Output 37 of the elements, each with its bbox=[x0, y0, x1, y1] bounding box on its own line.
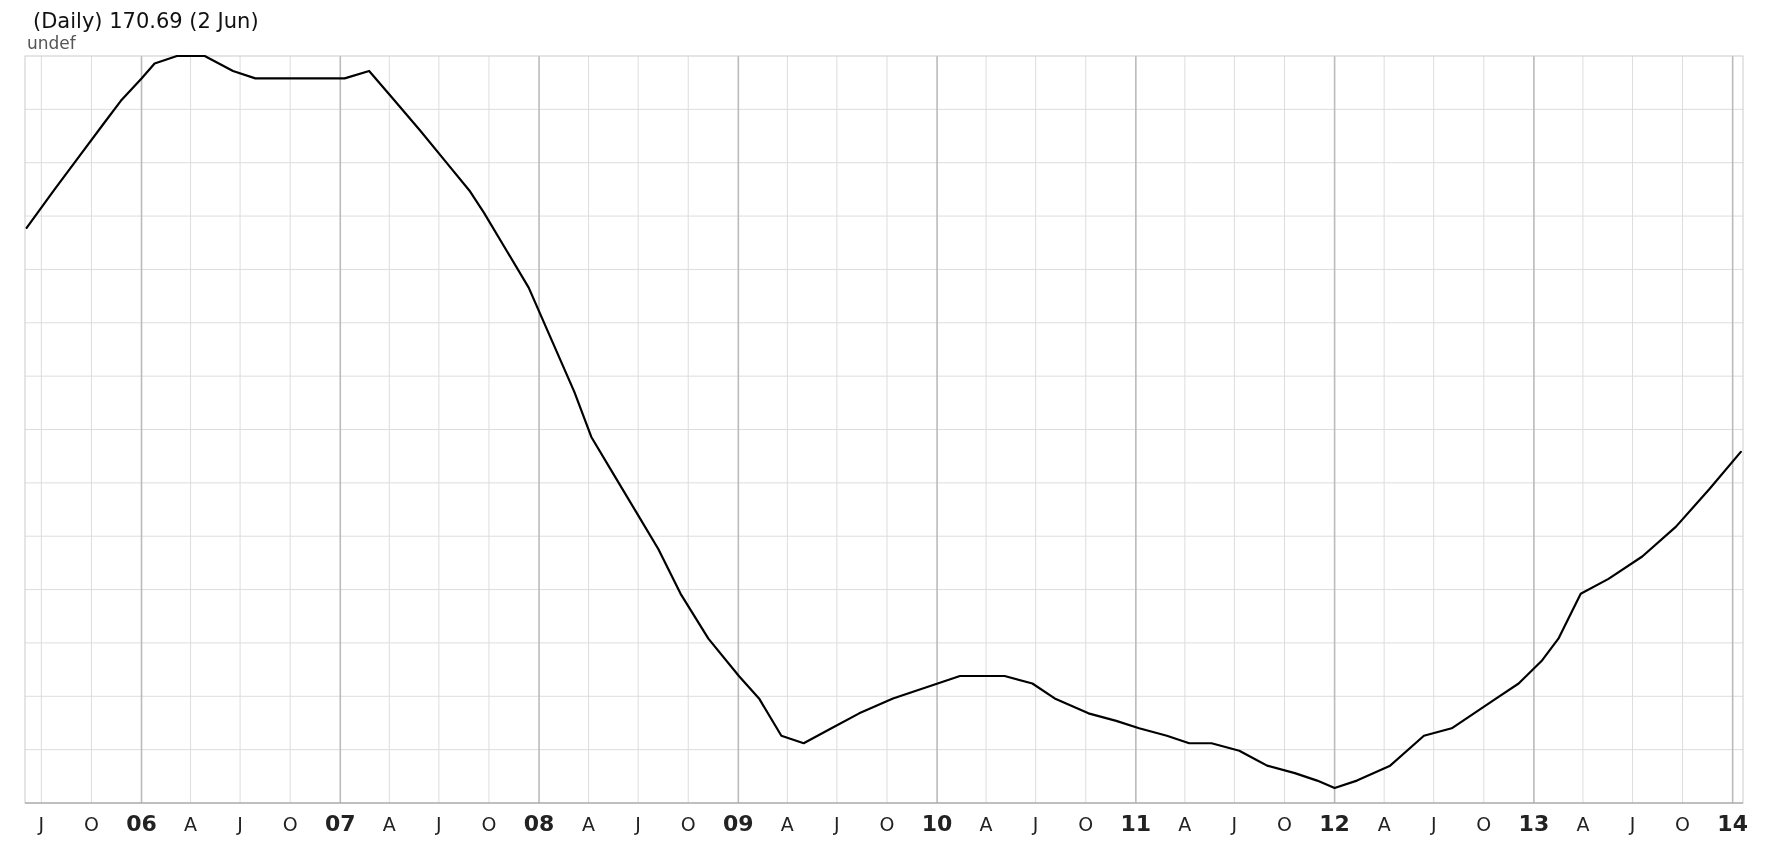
x-tick-label: O bbox=[1078, 813, 1094, 835]
x-tick-label: A bbox=[184, 813, 198, 835]
x-tick-label: J bbox=[1230, 813, 1238, 835]
x-tick-label: A bbox=[1178, 813, 1192, 835]
x-tick-label: J bbox=[833, 813, 840, 835]
x-tick-label: A bbox=[1576, 813, 1590, 835]
x-tick-label: 09 bbox=[723, 811, 754, 836]
x-tick-label: O bbox=[1675, 813, 1691, 835]
x-tick-label: A bbox=[780, 813, 794, 835]
x-tick-label: J bbox=[236, 813, 243, 835]
x-tick-label: J bbox=[1031, 813, 1039, 835]
text: undef bbox=[27, 33, 77, 53]
x-tick-label: J bbox=[1429, 813, 1437, 835]
x-tick-label: 14 bbox=[1717, 811, 1748, 836]
x-tick-label: J bbox=[634, 813, 641, 835]
x-tick-label: J bbox=[435, 813, 442, 835]
x-tick-label: A bbox=[382, 813, 396, 835]
x-tick-label: O bbox=[680, 813, 696, 835]
x-tick-label: 07 bbox=[324, 811, 356, 836]
x-tick-label: J bbox=[37, 813, 45, 835]
chart-title: (Daily) 170.69 (2 Jun) bbox=[33, 9, 259, 33]
x-tick-label: A bbox=[979, 813, 993, 835]
x-tick-label: O bbox=[282, 813, 298, 835]
x-tick-label: 11 bbox=[1120, 811, 1152, 836]
x-tick-label: O bbox=[83, 813, 99, 835]
x-tick-label: A bbox=[582, 813, 596, 835]
x-tick-label: O bbox=[879, 813, 895, 835]
x-tick-label: 13 bbox=[1518, 811, 1550, 836]
x-tick-label: 08 bbox=[523, 811, 555, 836]
x-tick-label: 10 bbox=[921, 811, 953, 836]
x-tick-label: A bbox=[1377, 813, 1391, 835]
x-tick-label: O bbox=[1277, 813, 1292, 835]
x-tick-label: O bbox=[481, 813, 497, 835]
x-tick-label: O bbox=[1476, 813, 1492, 835]
x-tick-label: J bbox=[1628, 813, 1636, 835]
x-tick-label: 12 bbox=[1319, 811, 1350, 836]
x-tick-label: 06 bbox=[126, 811, 157, 836]
